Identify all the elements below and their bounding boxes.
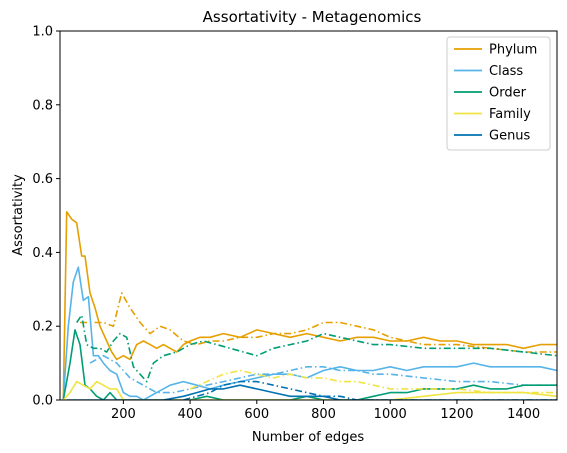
legend-label-class: Class xyxy=(489,64,523,79)
series-line-class xyxy=(62,266,557,400)
legend-label-phylum: Phylum xyxy=(489,43,537,58)
x-tick-label: 400 xyxy=(178,407,203,422)
x-tick-label: 800 xyxy=(311,407,336,422)
y-axis: 0.0 0.2 0.4 0.6 0.8 1.0 xyxy=(32,25,60,409)
legend-box xyxy=(446,36,551,151)
legend-label-genus: Genus xyxy=(489,129,531,144)
series-line-genus xyxy=(66,384,557,400)
legend-label-family: Family xyxy=(489,107,531,122)
series-line-order xyxy=(62,329,557,400)
x-tick-label: 1400 xyxy=(507,407,540,422)
x-tick-label: 1200 xyxy=(440,407,473,422)
x-tick-label: 200 xyxy=(111,407,136,422)
x-axis-label: Number of edges xyxy=(252,430,365,445)
series-line-phylum xyxy=(62,211,557,400)
legend: Phylum Class Order Family Genus xyxy=(446,36,551,151)
y-tick-label: 0.2 xyxy=(32,320,53,335)
x-tick-label: 1000 xyxy=(374,407,407,422)
series-line-class-dash-dot xyxy=(89,354,557,394)
y-tick-label: 0.6 xyxy=(32,172,53,187)
x-axis: 200 400 600 800 1000 1200 1400 xyxy=(111,400,540,422)
y-tick-label: 0.8 xyxy=(32,98,53,113)
chart-title: Assortativity - Metagenomics xyxy=(203,8,422,26)
series-line-family-dash-dot xyxy=(189,369,557,394)
series-line-genus-dash-dot xyxy=(183,380,557,400)
y-tick-label: 0.4 xyxy=(32,246,53,261)
series-line-family xyxy=(62,380,557,400)
series-layer xyxy=(62,211,557,400)
x-tick-label: 600 xyxy=(244,407,269,422)
y-tick-label: 0.0 xyxy=(32,394,53,409)
y-axis-label: Assortativity xyxy=(11,174,26,256)
legend-label-order: Order xyxy=(489,86,527,101)
y-tick-label: 1.0 xyxy=(32,25,53,40)
series-line-order-dash-dot xyxy=(76,314,557,383)
plot-frame xyxy=(59,30,558,401)
